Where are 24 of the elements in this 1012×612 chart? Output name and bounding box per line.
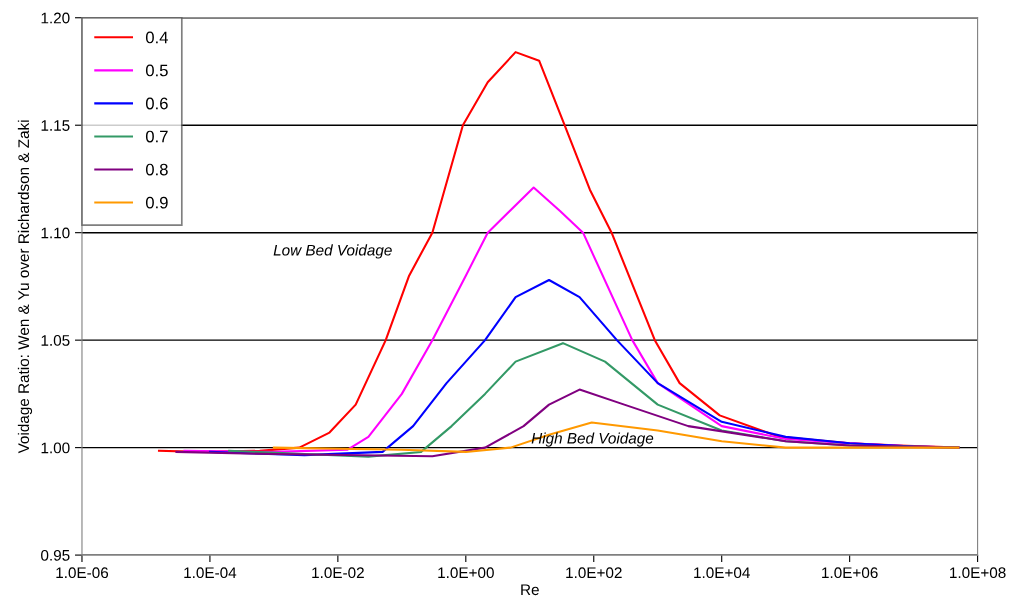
x-tick-label: 1.0E+00 bbox=[438, 567, 494, 579]
y-tick-label: 1.20 bbox=[41, 12, 70, 24]
y-tick-label: 1.05 bbox=[41, 335, 70, 346]
legend-label: 0.5 bbox=[145, 64, 168, 77]
x-tick-label: 1.0E+04 bbox=[694, 567, 750, 579]
legend-label: 0.4 bbox=[145, 31, 168, 44]
legend-label: 0.6 bbox=[145, 97, 168, 110]
legend-label: 0.8 bbox=[145, 163, 168, 176]
x-tick-label: 1.0E-06 bbox=[56, 567, 109, 579]
x-tick-label: 1.0E+06 bbox=[822, 567, 878, 579]
y-tick-label: 0.95 bbox=[41, 549, 70, 561]
annotation: High Bed Voidage bbox=[531, 432, 654, 447]
x-axis-title: Re bbox=[521, 584, 539, 596]
y-tick-label: 1.00 bbox=[41, 442, 70, 454]
legend-label: 0.7 bbox=[145, 130, 168, 143]
annotation: Low Bed Voidage bbox=[273, 244, 392, 259]
legend-label: 0.9 bbox=[145, 196, 168, 209]
x-tick-label: 1.0E+02 bbox=[566, 567, 622, 579]
y-tick-label: 1.10 bbox=[41, 227, 70, 239]
x-tick-label: 1.0E-02 bbox=[312, 567, 364, 579]
y-axis-title: Voidage Ratio: Wen & Yu over Richardson & Zaki bbox=[17, 120, 33, 454]
x-tick-label: 1.0E+08 bbox=[950, 567, 1006, 579]
x-tick-label: 1.0E-04 bbox=[184, 567, 237, 579]
y-tick-label: 1.15 bbox=[41, 120, 70, 131]
